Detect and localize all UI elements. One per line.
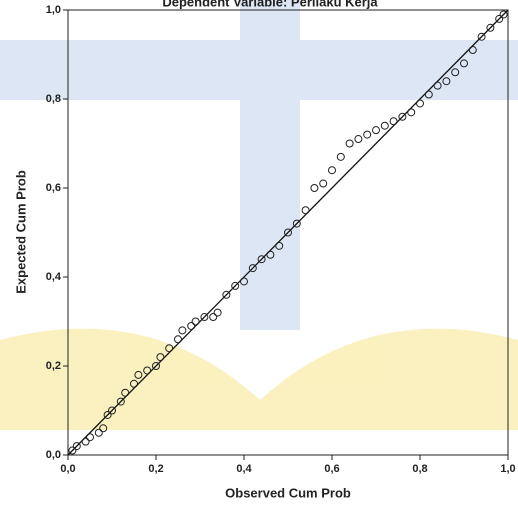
point [389, 117, 398, 126]
y-tick-label: 0,6 [46, 182, 61, 194]
point [178, 326, 187, 335]
point [248, 264, 257, 273]
point [275, 241, 284, 250]
point [319, 179, 328, 188]
y-axis-title: Expected Cum Prob [13, 170, 28, 294]
point [301, 206, 310, 215]
point [240, 277, 248, 286]
point [354, 135, 363, 144]
x-tick-label: 0,2 [148, 463, 163, 475]
x-tick-label: 0,0 [60, 463, 75, 475]
point [345, 139, 354, 148]
point [231, 281, 240, 290]
point [284, 228, 292, 237]
x-tick-label: 0,8 [412, 463, 427, 475]
point [380, 121, 389, 130]
point [310, 184, 319, 192]
point [495, 14, 504, 23]
point [424, 90, 433, 99]
x-tick-label: 1,0 [500, 463, 515, 475]
point [99, 424, 108, 433]
point [477, 32, 486, 41]
point [72, 442, 81, 451]
watermark-band [0, 40, 518, 100]
point [451, 68, 460, 77]
y-tick-label: 0,8 [46, 93, 61, 105]
point [257, 255, 266, 264]
point [222, 290, 231, 299]
point [130, 379, 138, 388]
point [372, 126, 380, 135]
point [486, 23, 495, 32]
point [174, 335, 182, 344]
point [156, 353, 165, 362]
y-tick-label: 0,2 [46, 360, 61, 372]
point [86, 433, 94, 442]
watermark-book [0, 328, 518, 430]
point [209, 313, 218, 322]
point [292, 219, 301, 228]
point [143, 366, 152, 375]
point [499, 10, 508, 19]
chart-title: Dependent Variable: Perilaku Kerja [162, 0, 378, 9]
point [468, 46, 477, 55]
x-axis-title: Observed Cum Prob [225, 485, 351, 500]
point [407, 108, 416, 117]
point [103, 410, 112, 419]
point [363, 130, 372, 139]
watermark-cross [240, 0, 300, 330]
point [328, 166, 336, 175]
x-tick-label: 0,4 [236, 463, 252, 475]
point [165, 344, 174, 353]
point [398, 112, 407, 121]
watermark [0, 0, 518, 430]
point [68, 446, 77, 455]
y-tick-label: 0,4 [46, 271, 62, 283]
plot-frame [67, 9, 509, 456]
y-tick-label: 0,0 [46, 449, 61, 461]
y-tick-label: 1,0 [46, 4, 61, 16]
x-tick-label: 0,6 [324, 463, 339, 475]
point [200, 313, 209, 322]
point [213, 308, 222, 317]
point [460, 59, 468, 68]
point [94, 428, 103, 437]
point [134, 370, 143, 379]
point [336, 152, 345, 161]
point [442, 77, 451, 86]
point [187, 321, 196, 330]
point [266, 250, 275, 259]
point [191, 317, 200, 326]
point [81, 437, 90, 446]
point [433, 81, 442, 90]
point [116, 397, 125, 406]
point [108, 406, 116, 415]
point [152, 362, 160, 370]
point [121, 388, 130, 397]
point [416, 99, 424, 108]
